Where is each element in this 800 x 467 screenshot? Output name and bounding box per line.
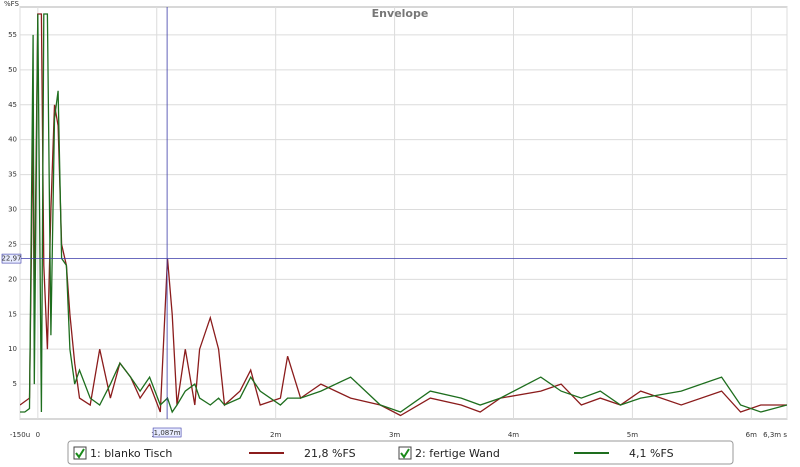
series-line [20,13,787,414]
y-axis-label: %FS [4,0,20,8]
legend-readout: 4,1 %FS [629,447,674,460]
y-tick-label: 5 [13,380,17,388]
x-tick-label: 3m [389,431,400,439]
x-tick-label: 2m [270,431,281,439]
y-tick-label: 55 [8,31,17,39]
y-tick-label: 35 [8,171,17,179]
y-tick-label: 15 [8,310,17,318]
y-tick-label: 50 [8,66,17,74]
y-tick-label: 25 [8,240,17,248]
y-tick-label: 10 [8,345,17,353]
cursor-x-box [152,427,182,438]
x-tick-label: 6m [746,431,757,439]
y-tick-label: 40 [8,136,17,144]
x-tick-label: 0 [36,431,40,439]
cursor-y-label: 22,97 [1,255,21,263]
series-line [20,13,787,417]
plot-frame [19,6,788,420]
cursor-y-box [1,253,22,264]
legend-check [75,448,85,459]
x-tick-label: 6,3m s [763,431,787,439]
legend-label: 1: blanko Tisch [90,447,172,460]
x-tick-label: 4m [508,431,519,439]
cursor-x-label: 1,087m [154,429,181,437]
legend-label: 2: fertige Wand [415,447,500,460]
y-tick-label: 30 [8,206,17,214]
y-tick-label: 20 [8,275,17,283]
legend-check [400,448,410,459]
legend-readout: 21,8 %FS [304,447,356,460]
x-tick-label: 5m [627,431,638,439]
chart-title: Envelope [372,7,429,20]
x-tick-label: -150u [10,431,30,439]
y-tick-label: 45 [8,101,17,109]
